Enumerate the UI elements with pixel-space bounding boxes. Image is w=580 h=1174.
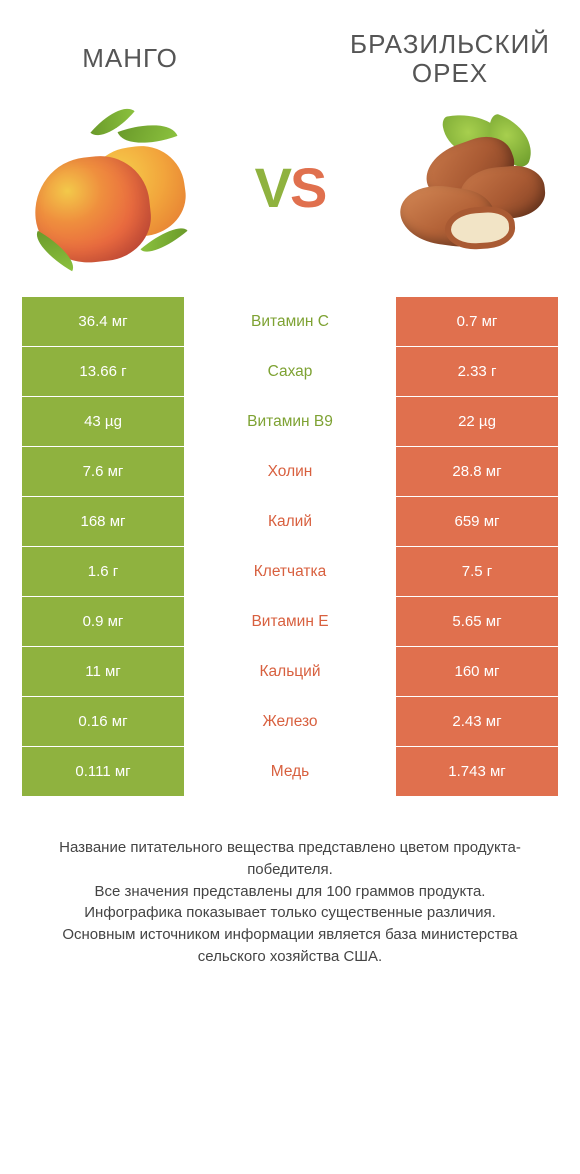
mango-image bbox=[20, 107, 200, 267]
right-value: 160 мг bbox=[396, 647, 558, 696]
table-row: 0.16 мгЖелезо2.43 мг bbox=[22, 697, 558, 747]
left-value: 43 µg bbox=[22, 397, 184, 446]
hero-row: VS bbox=[0, 97, 580, 297]
left-value: 13.66 г bbox=[22, 347, 184, 396]
brazil-nut-image bbox=[380, 107, 560, 267]
right-value: 5.65 мг bbox=[396, 597, 558, 646]
nutrient-label: Медь bbox=[184, 747, 396, 796]
right-value: 1.743 мг bbox=[396, 747, 558, 796]
table-row: 11 мгКальций160 мг bbox=[22, 647, 558, 697]
left-value: 0.16 мг bbox=[22, 697, 184, 746]
right-value: 22 µg bbox=[396, 397, 558, 446]
nutrient-label: Витамин B9 bbox=[184, 397, 396, 446]
left-value: 7.6 мг bbox=[22, 447, 184, 496]
table-row: 13.66 гСахар2.33 г bbox=[22, 347, 558, 397]
nutrient-label: Сахар bbox=[184, 347, 396, 396]
table-row: 36.4 мгВитамин C0.7 мг bbox=[22, 297, 558, 347]
vs-v: V bbox=[255, 156, 290, 219]
nutrient-label: Витамин E bbox=[184, 597, 396, 646]
table-row: 0.9 мгВитамин E5.65 мг bbox=[22, 597, 558, 647]
right-value: 7.5 г bbox=[396, 547, 558, 596]
left-value: 1.6 г bbox=[22, 547, 184, 596]
left-value: 0.9 мг bbox=[22, 597, 184, 646]
title-right: Бразильский орех bbox=[350, 30, 550, 87]
left-value: 0.111 мг bbox=[22, 747, 184, 796]
nutrient-label: Железо bbox=[184, 697, 396, 746]
footnote-line: Все значения представлены для 100 граммо… bbox=[30, 881, 550, 903]
left-value: 168 мг bbox=[22, 497, 184, 546]
table-row: 7.6 мгХолин28.8 мг bbox=[22, 447, 558, 497]
table-row: 1.6 гКлетчатка7.5 г bbox=[22, 547, 558, 597]
footnote: Название питательного вещества представл… bbox=[0, 797, 580, 968]
footnote-line: Название питательного вещества представл… bbox=[30, 837, 550, 881]
vs-label: VS bbox=[255, 155, 326, 220]
right-value: 659 мг bbox=[396, 497, 558, 546]
right-value: 28.8 мг bbox=[396, 447, 558, 496]
table-row: 0.111 мгМедь1.743 мг bbox=[22, 747, 558, 797]
right-value: 2.33 г bbox=[396, 347, 558, 396]
nutrient-label: Клетчатка bbox=[184, 547, 396, 596]
right-value: 2.43 мг bbox=[396, 697, 558, 746]
right-value: 0.7 мг bbox=[396, 297, 558, 346]
nutrient-label: Витамин C bbox=[184, 297, 396, 346]
left-value: 36.4 мг bbox=[22, 297, 184, 346]
vs-s: S bbox=[290, 156, 325, 219]
header: Mанго Бразильский орех bbox=[0, 0, 580, 97]
nutrient-label: Калий bbox=[184, 497, 396, 546]
footnote-line: Инфографика показывает только существенн… bbox=[30, 902, 550, 924]
table-row: 43 µgВитамин B922 µg bbox=[22, 397, 558, 447]
nutrient-label: Кальций bbox=[184, 647, 396, 696]
nutrient-label: Холин bbox=[184, 447, 396, 496]
footnote-line: Основным источником информации является … bbox=[30, 924, 550, 968]
table-row: 168 мгКалий659 мг bbox=[22, 497, 558, 547]
comparison-table: 36.4 мгВитамин C0.7 мг13.66 гСахар2.33 г… bbox=[0, 297, 580, 797]
left-value: 11 мг bbox=[22, 647, 184, 696]
title-left: Mанго bbox=[30, 43, 230, 74]
